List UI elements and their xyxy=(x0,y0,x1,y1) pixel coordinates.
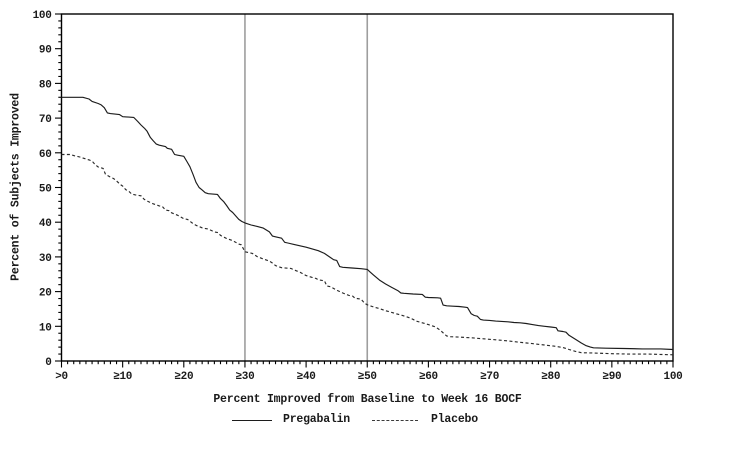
y-tick-label: 80 xyxy=(39,79,52,91)
y-tick-label: 0 xyxy=(45,357,51,369)
x-tick-label: ≥60 xyxy=(419,371,438,383)
y-tick-label: 20 xyxy=(39,288,52,300)
x-tick-label: 100 xyxy=(664,371,683,383)
legend-solid-line-icon xyxy=(232,419,272,421)
x-tick-label: ≥70 xyxy=(480,371,499,383)
legend-dashed-line-icon xyxy=(372,419,419,421)
x-tick-label: ≥50 xyxy=(358,371,377,383)
y-tick-label: 70 xyxy=(39,114,52,126)
x-tick-label: ≥10 xyxy=(113,371,132,383)
y-tick-label: 50 xyxy=(39,184,52,196)
y-tick-label: 40 xyxy=(39,218,52,230)
series-line-placebo xyxy=(61,153,674,356)
y-tick-label: 60 xyxy=(39,149,52,161)
x-axis-title: Percent Improved from Baseline to Week 1… xyxy=(213,393,522,406)
series-line-pregabalin xyxy=(61,96,674,351)
legend: Pregabalin Placebo xyxy=(232,413,478,426)
y-tick-label: 90 xyxy=(39,45,52,57)
y-tick-label: 30 xyxy=(39,253,52,265)
y-tick-label: 100 xyxy=(33,10,52,22)
x-tick-label: ≥40 xyxy=(297,371,316,383)
x-tick-label: >0 xyxy=(55,371,68,383)
x-tick-label: ≥90 xyxy=(602,371,621,383)
y-axis-title: Percent of Subjects Improved xyxy=(9,93,23,281)
x-tick-label: ≥80 xyxy=(541,371,560,383)
x-tick-label: ≥30 xyxy=(235,371,254,383)
x-tick-label: ≥20 xyxy=(174,371,193,383)
legend-label-pregabalin: Pregabalin xyxy=(283,413,351,426)
y-tick-label: 10 xyxy=(39,322,52,334)
legend-label-placebo: Placebo xyxy=(431,413,478,426)
